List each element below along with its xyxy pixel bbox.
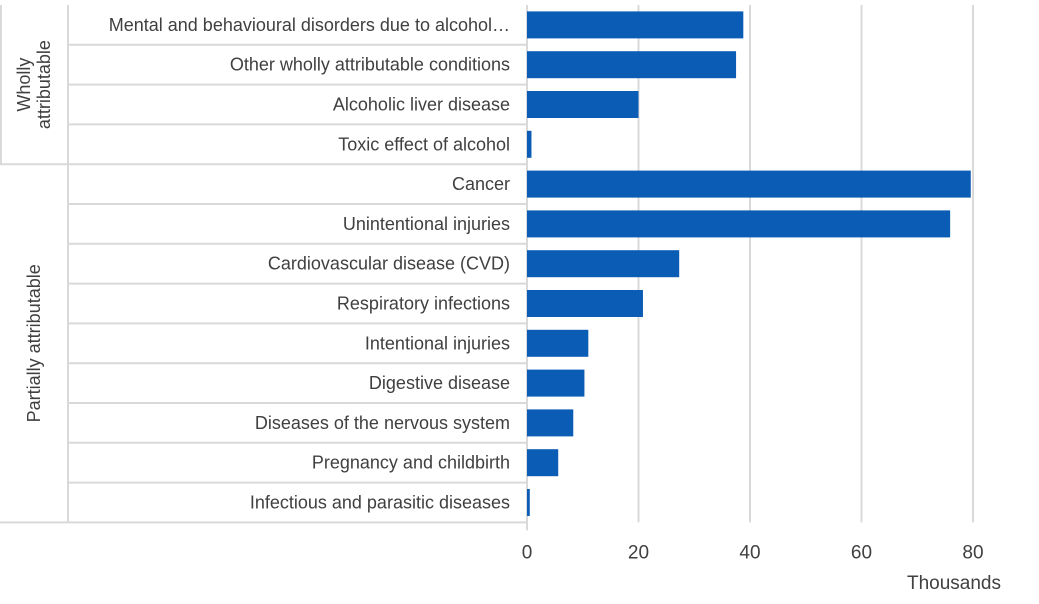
bar [527,449,559,477]
x-tick-label: 20 [628,542,649,563]
x-tick-label: 60 [851,542,872,563]
category-label: Pregnancy and childbirth [312,453,510,473]
category-label: Toxic effect of alcohol [338,134,510,154]
category-label: Alcoholic liver disease [333,95,510,115]
group-label: Partially attributable [24,264,44,422]
x-tick-label: 40 [739,542,760,563]
category-label: Mental and behavioural disorders due to … [109,15,510,35]
bar [527,91,639,118]
x-tick-label: 80 [962,542,983,563]
bar [527,290,643,317]
bar [527,11,744,39]
bar [527,210,951,238]
bar [527,489,530,516]
bars [527,11,971,516]
bar [527,51,737,79]
x-axis-title: Thousands [907,573,1001,594]
bar [527,409,574,437]
category-label: Cardiovascular disease (CVD) [268,254,510,274]
gridlines [637,5,974,523]
bar [527,250,680,278]
category-label: Infectious and parasitic diseases [250,493,510,513]
group-labels: Wholly attributable Partially attributable [14,40,54,422]
group-label: Wholly [14,58,34,112]
bar [527,369,585,397]
x-tick-label: 0 [522,542,533,563]
category-label: Diseases of the nervous system [255,413,510,433]
bar [527,329,589,357]
category-separators [0,5,528,531]
category-label: Digestive disease [369,373,510,393]
category-label: Unintentional injuries [343,214,510,234]
category-label: Other wholly attributable conditions [230,55,510,75]
category-label: Respiratory infections [337,294,510,314]
x-tick-labels: 0 20 40 60 80 [522,542,984,563]
category-labels: Mental and behavioural disorders due to … [109,15,510,513]
category-label: Intentional injuries [365,333,510,353]
category-label: Cancer [452,174,510,194]
bar [527,130,532,158]
group-label: attributable [34,40,54,129]
bar [527,170,971,198]
